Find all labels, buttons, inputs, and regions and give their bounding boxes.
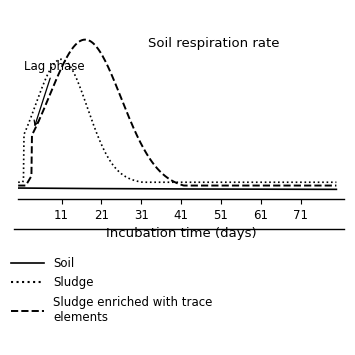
Text: Soil respiration rate: Soil respiration rate <box>148 37 279 50</box>
Text: Lag phase: Lag phase <box>24 60 84 125</box>
X-axis label: Incubation time (days): Incubation time (days) <box>106 227 256 240</box>
Legend: Soil, Sludge, Sludge enriched with trace
elements: Soil, Sludge, Sludge enriched with trace… <box>11 257 212 324</box>
